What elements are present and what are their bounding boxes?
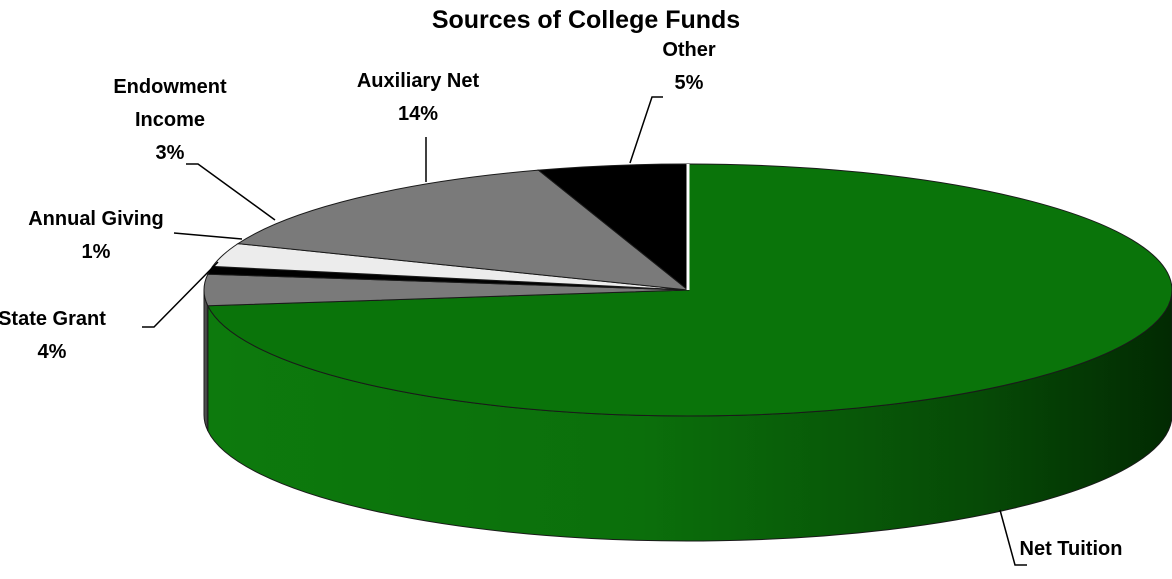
leader-line-other bbox=[629, 96, 663, 164]
data-label-auxiliary-net: Auxiliary Net 14% bbox=[357, 70, 480, 125]
slice-other bbox=[537, 163, 689, 292]
data-label-annual-giving: Annual Giving 1% bbox=[28, 208, 164, 263]
data-label-state-grant: State Grant 4% bbox=[0, 308, 106, 363]
data-label-other: Other 5% bbox=[662, 39, 716, 94]
chart-title: Sources of College Funds bbox=[431, 6, 741, 34]
data-label-endowment-income: Endowment Income 3% bbox=[113, 76, 227, 164]
slice-net-tuition bbox=[207, 163, 1172, 417]
leader-line-net-tuition bbox=[999, 509, 1027, 566]
leader-line-endowment-income bbox=[186, 163, 276, 221]
leader-line-annual-giving bbox=[173, 232, 243, 240]
slice-side-state-grant bbox=[203, 289, 209, 432]
data-label-net-tuition: Net Tuition73% bbox=[1020, 538, 1123, 574]
leader-line-state-grant bbox=[142, 261, 219, 328]
